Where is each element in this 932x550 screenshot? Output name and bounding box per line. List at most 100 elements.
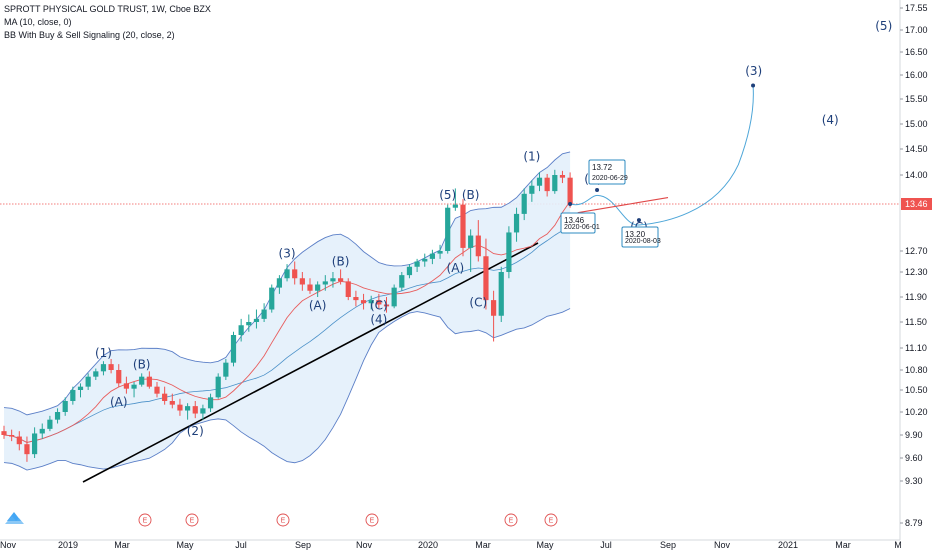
earnings-marker xyxy=(276,513,290,527)
candle-body xyxy=(100,364,107,372)
wave-label: (A) xyxy=(447,261,465,275)
candle-body xyxy=(513,213,520,233)
candle-body xyxy=(108,364,114,370)
candle-body xyxy=(345,281,351,297)
bb-lower xyxy=(3,308,571,471)
x-tick-label: 2021 xyxy=(778,540,798,550)
candle-body xyxy=(116,370,122,384)
y-tick-label: 11.90 xyxy=(905,292,927,302)
candle-body xyxy=(146,376,152,387)
bb-legend[interactable]: BB With Buy & Sell Signaling (20, close,… xyxy=(4,30,175,40)
candle-body xyxy=(200,408,206,414)
earnings-label: E xyxy=(370,518,375,525)
projection-point xyxy=(568,202,573,206)
candle-body xyxy=(77,386,84,390)
candle-body xyxy=(39,428,45,434)
candle-body xyxy=(169,401,175,405)
x-tick-label: Mar xyxy=(835,540,851,550)
y-tick-label: 9.90 xyxy=(905,430,923,440)
candles xyxy=(1,169,573,462)
earnings-marker xyxy=(504,513,518,527)
y-tick-label: 9.60 xyxy=(905,453,923,463)
candle-body xyxy=(185,406,191,411)
x-tick-label: May xyxy=(536,540,554,550)
candle-body xyxy=(284,269,290,279)
time-axis-bg xyxy=(0,540,932,550)
wave-label: (4) xyxy=(370,312,387,326)
candle-body xyxy=(468,235,474,248)
candle-body xyxy=(32,433,38,455)
time-axis[interactable]: Nov 2019 Mar May Jul Sep Nov 2020 Mar May Jul Sep No… xyxy=(0,539,932,550)
earnings-marker xyxy=(365,513,379,527)
candle-body xyxy=(223,362,229,377)
candle-body xyxy=(429,253,435,259)
x-tick-label: Mar xyxy=(475,540,491,550)
candle-body xyxy=(269,287,275,310)
y-tick-label: 17.00 xyxy=(905,25,928,35)
earnings-label: E xyxy=(281,518,286,525)
bb-fill xyxy=(4,151,571,471)
y-tick-label: 16.00 xyxy=(905,70,928,80)
candle-body xyxy=(230,335,237,363)
candle-body xyxy=(131,384,137,389)
projection-point xyxy=(636,218,641,223)
last-price-label: 13.46 xyxy=(905,199,928,209)
earnings-marker xyxy=(185,513,199,527)
candle-body xyxy=(162,393,168,401)
candle-body xyxy=(399,275,405,288)
callout-date: 2020-08-03 xyxy=(625,238,661,245)
candle-body xyxy=(123,383,129,389)
candle-body xyxy=(529,185,535,194)
price-axis[interactable]: 17.55 17.00 16.50 16.00 15.50 15.00 14.50 14.00… xyxy=(899,0,932,550)
y-tick-label: 15.50 xyxy=(905,94,928,104)
x-tick-label: Mar xyxy=(114,540,130,550)
candle-body xyxy=(177,404,183,411)
x-tick-label: Jul xyxy=(600,540,612,550)
earnings-marker xyxy=(138,513,152,527)
candle-body xyxy=(253,318,260,322)
y-tick-label: 14.50 xyxy=(905,144,928,154)
ma-legend[interactable]: MA (10, close, 0) xyxy=(4,17,72,27)
wave-label: (5) xyxy=(439,188,456,202)
y-tick-label: 9.30 xyxy=(905,476,923,486)
bb-basis xyxy=(3,227,571,443)
wave-label: (A) xyxy=(110,395,128,409)
candle-body xyxy=(70,390,76,401)
candle-body xyxy=(360,300,367,304)
wave-label: (B) xyxy=(133,358,151,372)
y-tick-label: 11.50 xyxy=(905,317,927,327)
candle-body xyxy=(445,207,451,251)
y-tick-label: 17.55 xyxy=(905,3,928,13)
callout-date: 2020-06-01 xyxy=(564,224,600,231)
wave-label: (2) xyxy=(187,424,204,438)
projection-path xyxy=(568,83,756,226)
candle-body xyxy=(16,436,22,445)
earnings-marker xyxy=(544,513,558,527)
candle-body xyxy=(238,325,244,335)
symbol-title[interactable]: SPROTT PHYSICAL GOLD TRUST, 1W, Cboe BZX xyxy=(4,4,211,14)
candle-body xyxy=(567,177,573,204)
candle-body xyxy=(422,258,428,262)
wave-label: (C) xyxy=(370,299,388,313)
candle-body xyxy=(491,300,497,316)
candle-body xyxy=(246,322,252,326)
candle-body xyxy=(24,444,30,455)
candle-body xyxy=(506,232,512,272)
candle-body xyxy=(376,300,382,305)
logo-mark-2 xyxy=(5,516,24,524)
y-tick-label: 12.30 xyxy=(905,267,928,277)
y-tick-label: 10.20 xyxy=(905,407,928,417)
indicator-legend: SPROTT PHYSICAL GOLD TRUST, 1W, Cboe BZX… xyxy=(4,3,211,42)
y-tick-label: 14.00 xyxy=(905,170,928,180)
y-tick-label: 10.80 xyxy=(905,365,928,375)
trend-line xyxy=(82,242,539,483)
callout-box xyxy=(588,159,626,185)
candle-body xyxy=(338,278,344,282)
candle-body xyxy=(154,386,160,394)
projection-point xyxy=(595,188,600,193)
wave-label: (5) xyxy=(875,19,892,33)
candle-body xyxy=(498,272,504,316)
candle-body xyxy=(85,376,91,387)
